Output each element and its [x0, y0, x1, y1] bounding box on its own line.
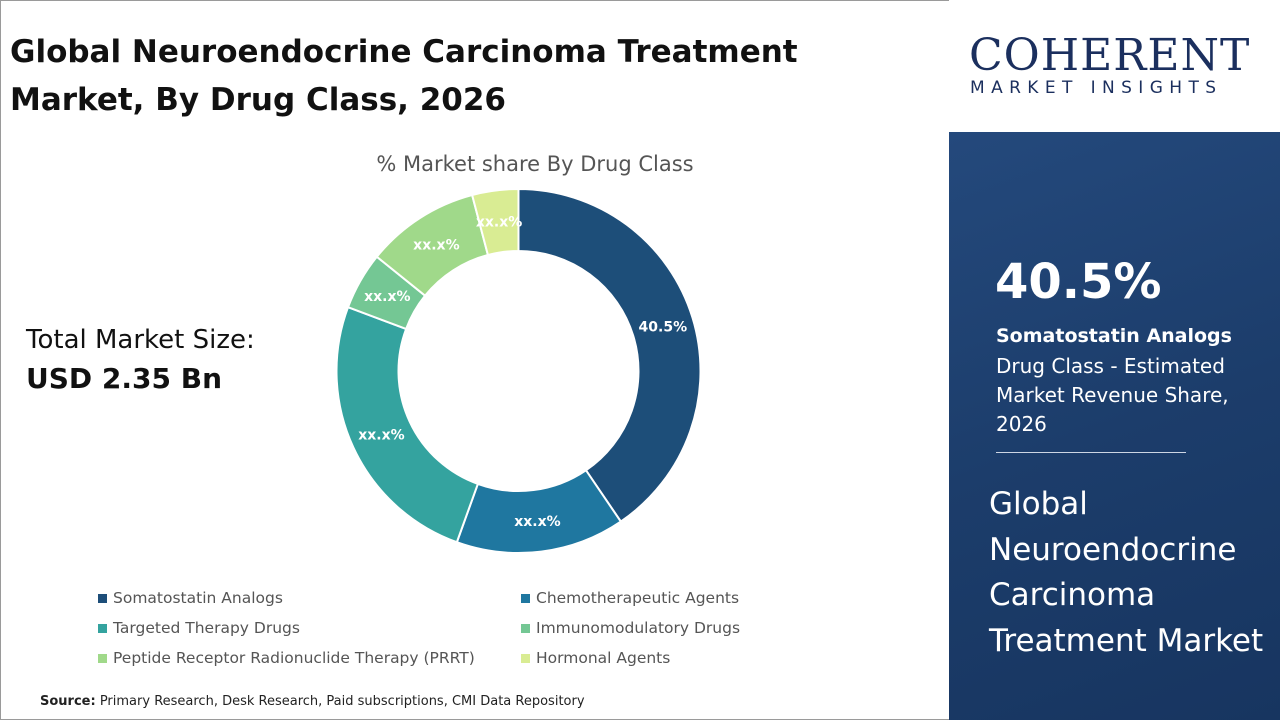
- logo-main-text: COHERENT: [969, 30, 1251, 81]
- legend-swatch: [521, 623, 530, 633]
- legend-swatch: [98, 623, 107, 633]
- legend-label: Somatostatin Analogs: [113, 589, 283, 607]
- legend-label: Immunomodulatory Drugs: [536, 619, 741, 637]
- logo-sub-text: MARKET INSIGHTS: [970, 78, 1223, 98]
- legend-label: Peptide Receptor Radionuclide Therapy (P…: [113, 649, 475, 667]
- data-label: xx.x%: [476, 214, 522, 230]
- legend-item: Chemotherapeutic Agents: [521, 589, 739, 607]
- donut-slice: [517, 187, 702, 523]
- legend-label: Chemotherapeutic Agents: [536, 589, 740, 607]
- chart-title: % Market share By Drug Class: [376, 152, 694, 176]
- divider: [996, 452, 1186, 453]
- total-market-label: Total Market Size:: [26, 325, 255, 355]
- legend-swatch: [521, 593, 530, 603]
- highlight-segment: Somatostatin Analogs: [996, 325, 1232, 347]
- legend-item: Somatostatin Analogs: [98, 589, 283, 607]
- panel-title: Global Neuroendocrine Carcinoma Treatmen…: [989, 486, 1264, 659]
- data-label: 40.5%: [639, 320, 688, 336]
- data-label: xx.x%: [358, 427, 404, 443]
- source-label: Source:: [40, 694, 96, 709]
- page-title: Global Neuroendocrine Carcinoma Treatmen…: [10, 34, 798, 118]
- legend-swatch: [98, 593, 107, 603]
- company-logo: COHERENT MARKET INSIGHTS: [949, 0, 1280, 132]
- total-market-value: USD 2.35 Bn: [26, 362, 222, 395]
- legend-swatch: [98, 653, 107, 663]
- source-text: Primary Research, Desk Research, Paid su…: [95, 694, 585, 709]
- legend-item: Peptide Receptor Radionuclide Therapy (P…: [98, 649, 475, 667]
- data-label: xx.x%: [413, 237, 459, 253]
- legend-item: Immunomodulatory Drugs: [521, 619, 740, 637]
- legend-label: Targeted Therapy Drugs: [113, 619, 300, 637]
- legend-item: Targeted Therapy Drugs: [98, 619, 300, 637]
- highlight-panel: 40.5% Somatostatin Analogs Drug Class - …: [949, 132, 1280, 720]
- highlight-description: Drug Class - Estimated Market Revenue Sh…: [996, 354, 1229, 436]
- highlight-value: 40.5%: [995, 254, 1162, 310]
- legend-swatch: [521, 653, 530, 663]
- legend-item: Hormonal Agents: [521, 649, 670, 667]
- source-note: Source: Primary Research, Desk Research,…: [40, 694, 585, 709]
- data-label: xx.x%: [364, 289, 410, 305]
- legend-label: Hormonal Agents: [536, 649, 671, 667]
- data-label: xx.x%: [514, 514, 560, 530]
- donut-slice: [335, 305, 480, 544]
- donut-slice: [470, 187, 520, 257]
